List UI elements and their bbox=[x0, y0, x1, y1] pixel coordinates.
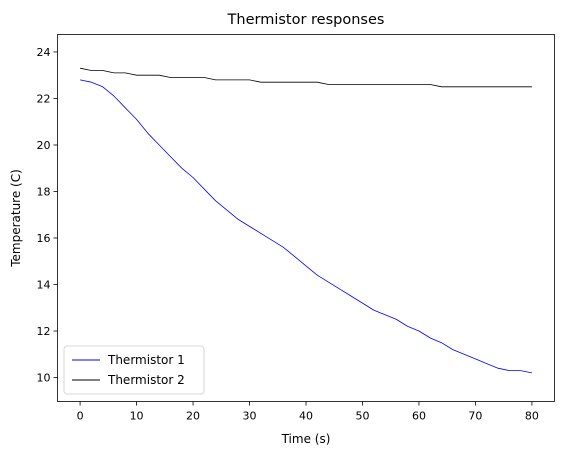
y-tick-label: 22 bbox=[37, 92, 51, 105]
y-ticks: 10 12 14 16 18 20 22 24 bbox=[37, 46, 58, 385]
y-tick-label: 24 bbox=[37, 46, 51, 59]
x-tick-label: 20 bbox=[186, 410, 200, 423]
x-tick-label: 40 bbox=[299, 410, 313, 423]
series-line-1 bbox=[80, 79, 532, 374]
plot-frame bbox=[57, 34, 555, 402]
x-tick-label: 30 bbox=[243, 410, 257, 423]
x-tick-label: 60 bbox=[412, 410, 426, 423]
x-ticks: 0 10 20 30 40 50 60 70 80 bbox=[77, 401, 539, 423]
y-tick-label: 18 bbox=[37, 185, 51, 198]
y-tick-label: 10 bbox=[37, 372, 51, 385]
y-axis-label: Temperature (C) bbox=[9, 169, 23, 268]
y-tick-label: 16 bbox=[37, 232, 51, 245]
x-tick-label: 80 bbox=[525, 410, 539, 423]
series-layer bbox=[80, 67, 532, 374]
y-tick-label: 20 bbox=[37, 139, 51, 152]
legend-label: Thermistor 2 bbox=[107, 373, 185, 387]
legend: Thermistor 1 Thermistor 2 bbox=[63, 345, 205, 395]
x-tick-label: 50 bbox=[355, 410, 369, 423]
legend-label: Thermistor 1 bbox=[107, 353, 185, 367]
legend-box bbox=[63, 345, 205, 395]
y-tick-label: 14 bbox=[37, 279, 51, 292]
x-tick-label: 70 bbox=[468, 410, 482, 423]
x-axis-label: Time (s) bbox=[281, 432, 331, 446]
series-line-2 bbox=[80, 67, 532, 88]
chart-title: Thermistor responses bbox=[227, 12, 385, 28]
y-tick-label: 12 bbox=[37, 325, 51, 338]
x-tick-label: 10 bbox=[130, 410, 144, 423]
x-tick-label: 0 bbox=[77, 410, 84, 423]
